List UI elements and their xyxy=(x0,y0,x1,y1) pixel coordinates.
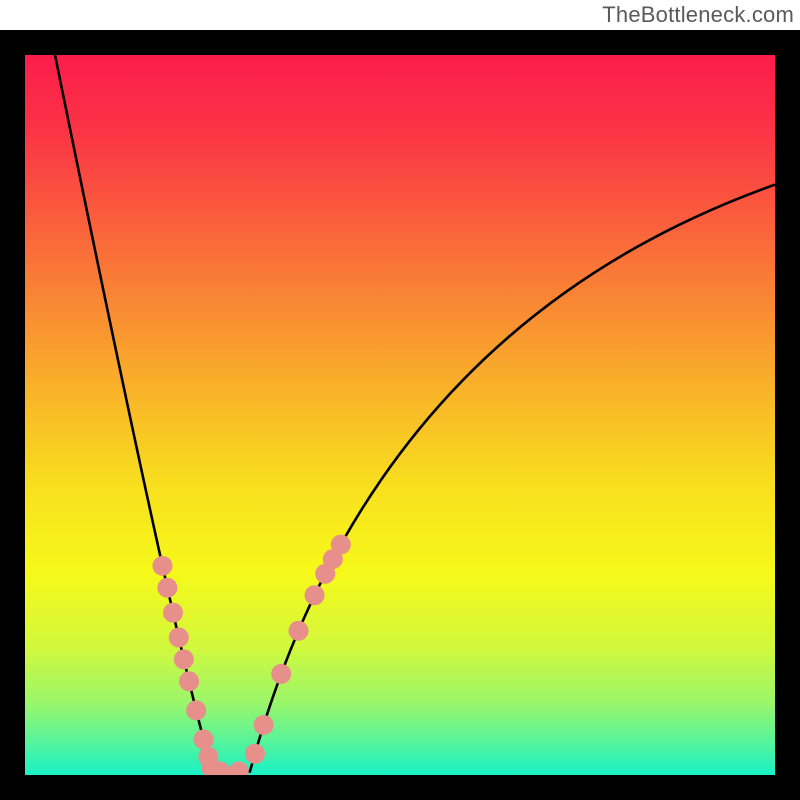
watermark-text: TheBottleneck.com xyxy=(602,2,794,28)
chart-svg xyxy=(0,0,800,800)
